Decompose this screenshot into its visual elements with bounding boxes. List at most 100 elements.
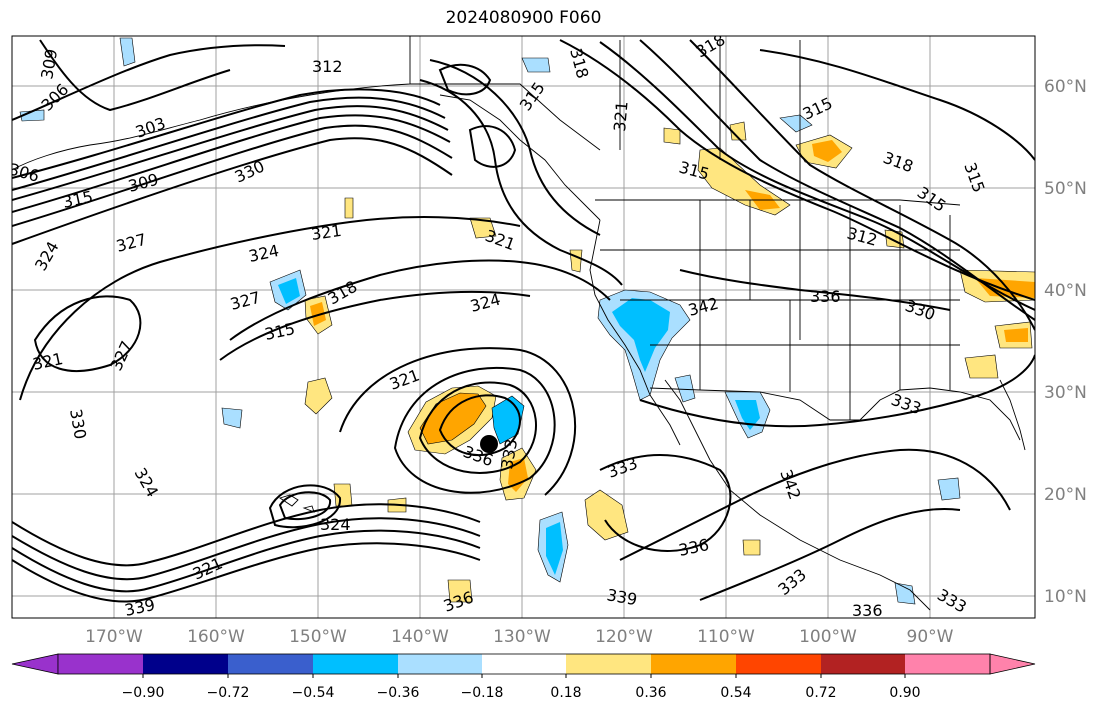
yellow-patch-pac1 <box>584 489 629 541</box>
lon-label: 130°W <box>493 627 551 647</box>
cyan-patch-south <box>546 522 563 575</box>
contour-low-2 <box>418 381 537 474</box>
canada-provinces <box>619 40 801 200</box>
coast-mexico <box>709 459 931 611</box>
colorbar-tick-label: 0.72 <box>805 685 836 701</box>
yellow-patch-pac8 <box>447 579 473 603</box>
colorbar-segment <box>313 654 398 674</box>
contour-eddy-2 <box>268 484 342 529</box>
contour-label: 336 <box>810 287 841 306</box>
colorbar-segment <box>566 654 651 674</box>
contour-east-ocean <box>599 454 732 552</box>
lon-label: 100°W <box>799 627 857 647</box>
yellow-patch-ne2 <box>663 127 681 145</box>
colorbar-segment <box>905 654 990 674</box>
lon-label: 110°W <box>697 627 755 647</box>
yellow-patch-ne3 <box>884 229 905 249</box>
blue-patch-texas <box>937 477 961 501</box>
contour-label: 312 <box>312 57 343 76</box>
orange-patch-pac2 <box>310 302 326 326</box>
contour-sub-4 <box>12 503 481 567</box>
contour-north-small <box>468 125 517 168</box>
colorbar-segment <box>228 654 313 674</box>
contour-mid-1 <box>229 259 611 341</box>
orange-patch-east <box>975 278 1035 298</box>
lat-label: 30°N <box>1044 383 1087 403</box>
contour-jet-6 <box>12 137 453 245</box>
map-title: 2024080900 F060 <box>445 8 602 28</box>
colorbar: −0.90 −0.72 −0.54 −0.36 −0.18 0.18 0.36 … <box>11 653 1036 701</box>
colorbar-tick-label: −0.72 <box>207 685 250 701</box>
shaded-field <box>19 37 1035 605</box>
colorbar-segment <box>651 654 736 674</box>
contour-label: 339 <box>123 595 157 620</box>
lat-axis: 60°N 50°N 40°N 30°N 20°N 10°N <box>1044 77 1087 607</box>
contour-se-2 <box>619 448 1011 561</box>
lon-label: 90°W <box>907 627 954 647</box>
yellow-patch-pac7 <box>344 197 354 219</box>
colorbar-extend-low <box>11 653 59 675</box>
coast-west-us <box>589 219 651 396</box>
map-panel <box>12 36 1035 618</box>
contour-low-3 <box>393 366 556 494</box>
low-center-marker <box>480 435 498 453</box>
contour-label: 336 <box>852 601 883 620</box>
border-us-mexico <box>649 387 860 421</box>
lon-label: 170°W <box>85 627 143 647</box>
cyan-patch-mexico <box>735 400 760 430</box>
coast-baja <box>649 379 711 461</box>
yellow-patch-baja <box>569 249 583 273</box>
lat-label: 40°N <box>1044 281 1087 301</box>
lon-label: 160°W <box>187 627 245 647</box>
lon-label: 140°W <box>391 627 449 647</box>
contour-canada-2 <box>599 41 1035 311</box>
yellow-patch-pac3 <box>304 377 333 415</box>
border-alaska <box>410 83 601 151</box>
contour-low-4 <box>339 347 577 496</box>
contour-canada-4 <box>689 39 1035 331</box>
cyan-patch-central <box>278 278 300 304</box>
yellow-patch-mex <box>742 539 761 556</box>
cyan-patch-california <box>612 298 670 372</box>
colorbar-tick-label: −0.54 <box>292 685 335 701</box>
yellow-patch-se <box>964 354 999 379</box>
contour-se-1 <box>639 354 1035 428</box>
islands-hawaii <box>278 494 315 513</box>
coast-bc <box>439 94 601 221</box>
colorbar-tick-label: 0.18 <box>550 685 581 701</box>
colorbar-segment <box>736 654 821 674</box>
lat-label: 50°N <box>1044 179 1087 199</box>
contour-jet-3 <box>12 105 449 201</box>
orange-patch-canada <box>812 140 842 162</box>
contour-nw-1 <box>12 44 286 121</box>
orange-patch-east2 <box>1004 328 1028 342</box>
coastlines <box>12 36 1026 611</box>
contour-canada-5 <box>759 49 1035 161</box>
colorbar-ticks <box>142 674 906 678</box>
blue-patch-midocean <box>221 407 243 429</box>
contour-low-1 <box>438 394 521 457</box>
blue-patch-caribbean <box>894 582 916 605</box>
lat-label: 10°N <box>1044 587 1087 607</box>
contour-se-3 <box>699 508 961 601</box>
colorbar-tick-label: −0.90 <box>122 685 165 701</box>
yellow-patch-ne1 <box>729 121 747 141</box>
colorbar-frame <box>57 653 991 675</box>
colorbar-segment <box>143 654 228 674</box>
contour-jet-5 <box>12 124 453 227</box>
contour-jet-4 <box>12 114 451 213</box>
blue-patch-north <box>521 57 551 73</box>
contour-label: 321 <box>310 221 343 244</box>
contour-sub-1 <box>12 542 481 603</box>
colorbar-segment <box>482 654 566 674</box>
contour-trough-1 <box>419 79 623 286</box>
contour-canada-1 <box>559 39 1035 301</box>
contour-mid-3 <box>33 295 142 372</box>
yellow-patch-pac6 <box>469 217 497 239</box>
contour-mid-4 <box>19 216 521 401</box>
coast-gulf <box>859 387 1021 441</box>
colorbar-tick-label: 0.36 <box>635 685 666 701</box>
contour-canada-3 <box>639 39 1035 321</box>
map-frame <box>11 35 1036 619</box>
blue-patch-northeast <box>779 114 813 133</box>
